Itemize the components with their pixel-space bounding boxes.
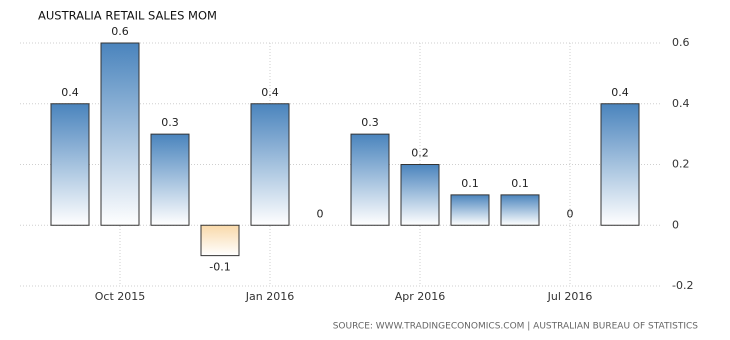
value-label: 0 (317, 207, 324, 220)
value-label: 0.1 (511, 177, 529, 190)
bar (350, 133, 390, 226)
value-label: 0.3 (161, 116, 179, 129)
value-label: 0 (567, 207, 574, 220)
value-label: 0.4 (261, 86, 279, 99)
x-tick-label: Jul 2016 (547, 290, 593, 303)
value-label: 0.6 (111, 25, 129, 38)
y-tick-label: 0.2 (672, 158, 690, 171)
x-tick-label: Jan 2016 (245, 290, 294, 303)
y-tick-label: 0 (672, 218, 679, 231)
value-label: 0.4 (611, 86, 629, 99)
bar (150, 133, 190, 226)
y-tick-label: -0.2 (672, 279, 693, 292)
x-tick-label: Oct 2015 (95, 290, 146, 303)
value-label: 0.2 (411, 147, 429, 160)
chart-title: AUSTRALIA RETAIL SALES MOM (38, 9, 217, 23)
source: SOURCE: WWW.TRADINGECONOMICS.COM | AUSTR… (333, 322, 699, 332)
bar (50, 103, 90, 226)
y-tick-label: 0.4 (672, 97, 690, 110)
value-label: -0.1 (209, 261, 230, 274)
bar (200, 224, 240, 257)
x-tick-label: Apr 2016 (395, 290, 446, 303)
bar (400, 164, 440, 226)
bar (500, 194, 540, 226)
value-label: 0.1 (461, 177, 479, 190)
bar (600, 103, 640, 226)
bar (250, 103, 290, 226)
bar (100, 42, 140, 226)
y-tick-label: 0.6 (672, 36, 690, 49)
value-label: 0.4 (61, 86, 79, 99)
value-label: 0.3 (361, 116, 379, 129)
bar (450, 194, 490, 226)
